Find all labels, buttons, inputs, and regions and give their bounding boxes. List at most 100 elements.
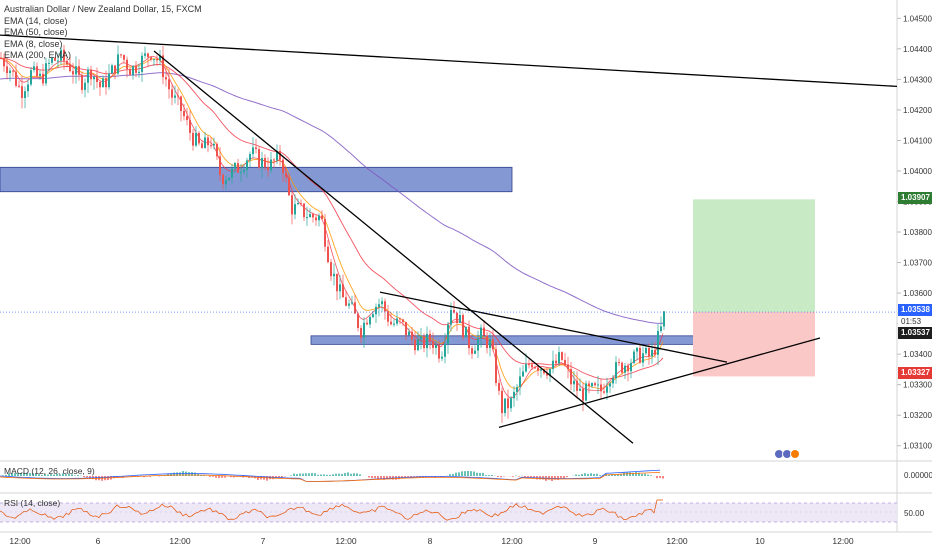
candle-body (540, 369, 542, 370)
macd-bar (83, 476, 85, 477)
macd-bar (476, 473, 478, 476)
macd-bar (320, 474, 322, 476)
candle-body (630, 363, 632, 371)
macd-bar (176, 472, 178, 476)
rsi-label[interactable]: RSI (14, close) (4, 498, 60, 508)
candle-body (339, 284, 341, 291)
macd-bar (599, 475, 601, 476)
candle-body (312, 214, 314, 217)
macd-bar (575, 475, 577, 476)
macd-bar (296, 474, 298, 476)
indicator-ema14[interactable]: EMA (14, close) (4, 16, 202, 28)
candle-body (306, 217, 308, 218)
candle-body (369, 317, 371, 324)
macd-bar (203, 475, 205, 476)
macd-bar (215, 476, 217, 478)
candle-body (426, 334, 428, 348)
candle-body (363, 323, 365, 338)
candle-body (456, 313, 458, 323)
candle-body (660, 326, 662, 331)
macd-bar (662, 476, 664, 479)
candle-body (393, 324, 395, 325)
candle-body (564, 360, 566, 365)
candle-body (465, 327, 467, 338)
candle-body (138, 72, 140, 73)
candle-body (273, 160, 275, 161)
candle-body (99, 82, 101, 87)
macd-bar (218, 476, 220, 478)
time-tick-10: 12:00 (832, 536, 854, 546)
candle-body (633, 352, 635, 363)
candle-body (489, 339, 491, 348)
candle-body (342, 284, 344, 297)
price-axis[interactable]: 1.045001.044001.043001.042001.041001.040… (897, 14, 932, 450)
candle-body (522, 371, 524, 376)
stop-price-tag: 1.03327 (898, 367, 932, 379)
candle-body (423, 336, 425, 348)
legend: Australian Dollar / New Zealand Dollar, … (4, 4, 202, 62)
candle-body (603, 391, 605, 392)
macd-bar (311, 473, 313, 476)
macd-bar (326, 475, 328, 476)
candle-body (597, 384, 599, 385)
candle-body (417, 339, 419, 350)
candle-body (9, 71, 11, 73)
candle-body (210, 145, 212, 146)
macd-bar (497, 476, 499, 477)
macd-bar (464, 471, 466, 476)
macd-bar (359, 474, 361, 476)
candle-body (186, 116, 188, 120)
candle-body (468, 327, 470, 348)
macd-bar (593, 474, 595, 476)
indicator-ema200[interactable]: EMA (200, EMA) (4, 50, 202, 62)
candle-body (384, 301, 386, 311)
macd-bar (293, 474, 295, 476)
price-tick-3: 1.04200 (903, 106, 932, 115)
candle-body (498, 383, 500, 391)
candle-body (21, 86, 23, 98)
indicator-ema8[interactable]: EMA (8, close) (4, 39, 202, 51)
candle-body (225, 180, 227, 184)
macd-bar (344, 473, 346, 476)
macd-bar (191, 472, 193, 476)
candle-body (207, 138, 209, 146)
candle-body (402, 319, 404, 322)
candle-body (300, 203, 302, 204)
candle-body (576, 381, 578, 391)
chart-title[interactable]: Australian Dollar / New Zealand Dollar, … (4, 4, 202, 16)
candle-body (657, 331, 659, 355)
economic-events-icon[interactable] (775, 450, 800, 459)
candle-body (237, 163, 239, 173)
candle-body (591, 383, 593, 386)
time-tick-7: 9 (593, 536, 598, 546)
candle-body (561, 352, 563, 360)
candle-body (249, 154, 251, 160)
macd-bar (584, 473, 586, 476)
candle-body (321, 215, 323, 219)
price-tick-8: 1.03700 (903, 259, 932, 268)
indicator-ema50[interactable]: EMA (50, close) (4, 27, 202, 39)
macd-label[interactable]: MACD (12, 26, close, 9) (4, 466, 95, 476)
candle-body (462, 315, 464, 337)
candle-body (429, 334, 431, 341)
candle-body (291, 195, 293, 214)
candle-body (579, 389, 581, 391)
candle (198, 131, 200, 145)
rsi-tick: 50.00 (904, 509, 925, 518)
candle-body (102, 78, 104, 87)
candle-body (441, 357, 443, 359)
time-tick-3: 7 (261, 536, 266, 546)
candle-body (438, 345, 440, 359)
candle-body (222, 175, 224, 184)
macd-bar (635, 472, 637, 476)
macd-bar (188, 472, 190, 476)
candle-body (594, 383, 596, 385)
candle-body (585, 383, 587, 400)
candle-body (213, 144, 215, 145)
candle-body (606, 387, 608, 393)
candle-body (264, 158, 266, 167)
candle-body (39, 74, 41, 76)
candle-body (654, 350, 656, 355)
